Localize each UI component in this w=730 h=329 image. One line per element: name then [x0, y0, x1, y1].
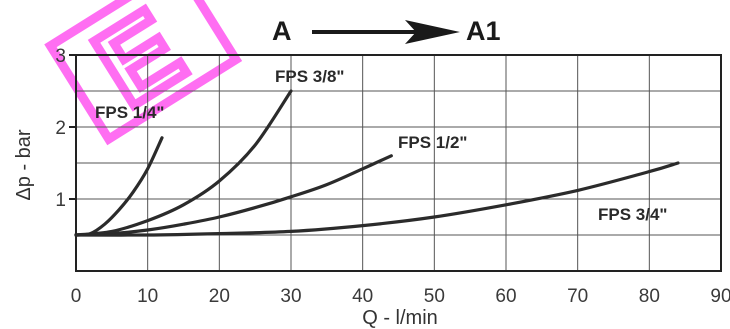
watermark-stamp: E — [44, 0, 243, 146]
y-axis-label: Δp - bar — [13, 129, 35, 201]
series-line-2 — [74, 154, 393, 237]
y-tick-label: 1 — [55, 190, 66, 211]
chart-axes — [69, 54, 722, 272]
flow-arrow-head-icon — [405, 20, 460, 44]
y-tick-labels: 1 2 3 — [55, 46, 66, 211]
x-tick-label: 20 — [209, 286, 230, 307]
x-tick-label: 80 — [639, 286, 660, 307]
x-tick-labels: 0 10 20 30 40 50 60 70 80 90 — [71, 286, 730, 307]
series-label-fps-1-4: FPS 1/4" — [95, 103, 164, 122]
x-tick-label: 70 — [567, 286, 588, 307]
x-tick-label: 50 — [424, 286, 445, 307]
x-tick-label: 90 — [710, 286, 730, 307]
x-axis-label: Q - l/min — [362, 307, 438, 329]
series-line-3 — [74, 161, 680, 237]
flow-from-label: A — [272, 16, 292, 46]
x-tick-label: 10 — [137, 286, 158, 307]
series-label-fps-3-8: FPS 3/8" — [275, 67, 344, 86]
flow-direction-annotation: A A1 — [272, 16, 501, 46]
series-label-fps-1-2: FPS 1/2" — [398, 133, 467, 152]
y-tick-label: 2 — [55, 118, 66, 139]
x-tick-label: 60 — [495, 286, 516, 307]
x-tick-label: 40 — [352, 286, 373, 307]
chart-series — [74, 89, 680, 237]
series-label-fps-3-4: FPS 3/4" — [598, 205, 667, 224]
flow-to-label: A1 — [466, 16, 501, 46]
x-tick-label: 0 — [71, 286, 82, 307]
y-tick-label: 3 — [55, 46, 66, 67]
plot-frame — [75, 54, 722, 272]
series-line-1 — [74, 89, 293, 237]
x-tick-label: 30 — [280, 286, 301, 307]
